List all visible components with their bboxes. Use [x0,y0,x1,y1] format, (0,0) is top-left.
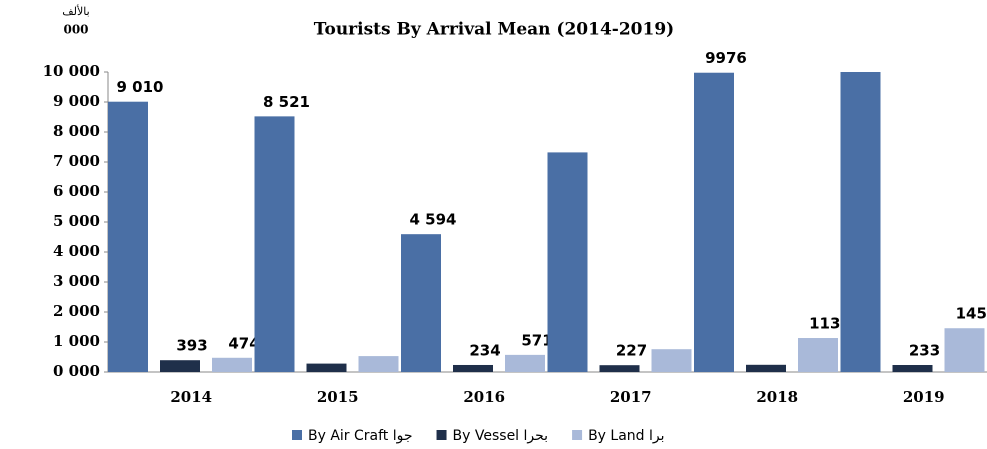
data-label: 393 [176,337,207,355]
y-tick-label: 9 000 [53,92,100,110]
data-label: 227 [616,342,647,360]
bar [160,360,200,372]
legend-swatch [292,430,302,440]
legend-swatch [436,430,447,440]
data-label: 1459 [956,305,987,323]
y-tick-label: 5 000 [53,212,100,230]
legend-swatch [572,430,583,440]
bar [306,363,347,372]
y-tick-label: 7 000 [53,152,100,170]
bar [505,354,545,372]
data-label: 1133 [809,315,851,333]
x-tick-label: 2019 [903,388,945,406]
data-label: 4 594 [410,211,457,229]
bar [746,364,786,372]
y-tick-label: 3 000 [53,272,100,290]
x-tick-label: 2018 [756,388,798,406]
data-label: 8 521 [263,93,310,111]
data-label: 9976 [705,49,747,67]
data-label: 9 010 [117,78,164,96]
bar [892,365,933,372]
bar [401,234,441,372]
data-label: 474 [228,334,259,352]
bar [453,364,493,372]
x-tick-label: 2017 [610,388,652,406]
x-tick-label: 2016 [463,388,505,406]
bar [944,328,985,372]
y-tick-label: 1 000 [53,332,100,350]
legend-label: By Air Craft جوا [308,428,413,444]
y-tick-label: 0 000 [53,362,100,380]
bar [599,365,640,372]
unit-label: بالألف [62,4,89,18]
bar [798,338,838,372]
bar [547,152,588,372]
data-label: 571 [521,331,552,349]
x-tick-label: 2015 [317,388,359,406]
data-label: 234 [469,341,500,359]
legend-label: By Vessel بحرا [453,428,549,444]
bar [108,101,148,372]
chart-title: Tourists By Arrival Mean (2014-2019) [314,20,674,40]
bar [212,357,252,372]
y-tick-label: 4 000 [53,242,100,260]
bar [358,356,399,372]
data-label: 233 [909,342,940,360]
y-tick-label: 2 000 [53,302,100,320]
unit-label: 000 [63,23,88,37]
x-tick-label: 2014 [170,388,212,406]
legend-label: By Land برا [588,428,664,444]
bar [694,72,734,372]
bar [651,349,692,372]
y-tick-label: 8 000 [53,122,100,140]
bar [840,72,881,372]
y-tick-label: 10 000 [43,62,100,80]
bar [254,116,295,373]
y-tick-label: 6 000 [53,182,100,200]
